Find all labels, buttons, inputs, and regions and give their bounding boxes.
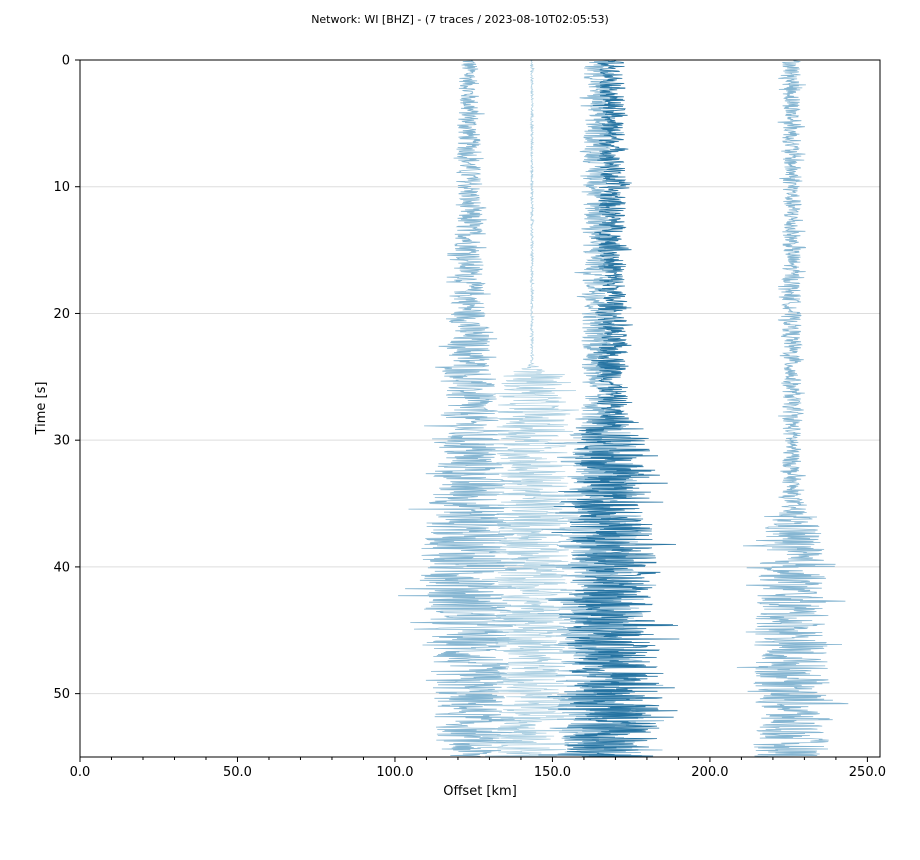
x-tick-label: 200.0	[691, 765, 728, 780]
trace-group	[398, 59, 849, 758]
trace	[538, 59, 680, 758]
trace	[736, 59, 849, 758]
trace-waveform	[736, 59, 849, 758]
y-tick-label: 10	[53, 180, 70, 195]
y-tick-label: 40	[53, 560, 70, 575]
trace-waveform	[398, 59, 539, 758]
y-tick-label: 30	[53, 434, 70, 449]
y-axis-label: Time [s]	[34, 382, 49, 436]
trace	[398, 59, 539, 758]
x-axis: 0.0 50.0 100.0 150.0 200.0 250.0	[70, 757, 886, 780]
x-tick-label: 50.0	[223, 765, 252, 780]
chart-title: Network: WI [BHZ] - (7 traces / 2023-08-…	[311, 13, 609, 26]
y-tick-label: 20	[53, 307, 70, 322]
y-tick-label: 50	[53, 687, 70, 702]
x-tick-label: 250.0	[849, 765, 886, 780]
trace-waveform	[475, 59, 589, 758]
y-tick-label: 0	[62, 54, 70, 69]
trace	[475, 59, 589, 758]
plot-frame	[79, 59, 881, 758]
x-tick-label: 150.0	[534, 765, 571, 780]
x-axis-label: Offset [km]	[443, 784, 517, 799]
x-tick-label: 100.0	[376, 765, 413, 780]
x-tick-label: 0.0	[70, 765, 91, 780]
trace-waveform	[538, 59, 680, 758]
y-axis: 0 10 20 30 40 50	[53, 54, 80, 702]
